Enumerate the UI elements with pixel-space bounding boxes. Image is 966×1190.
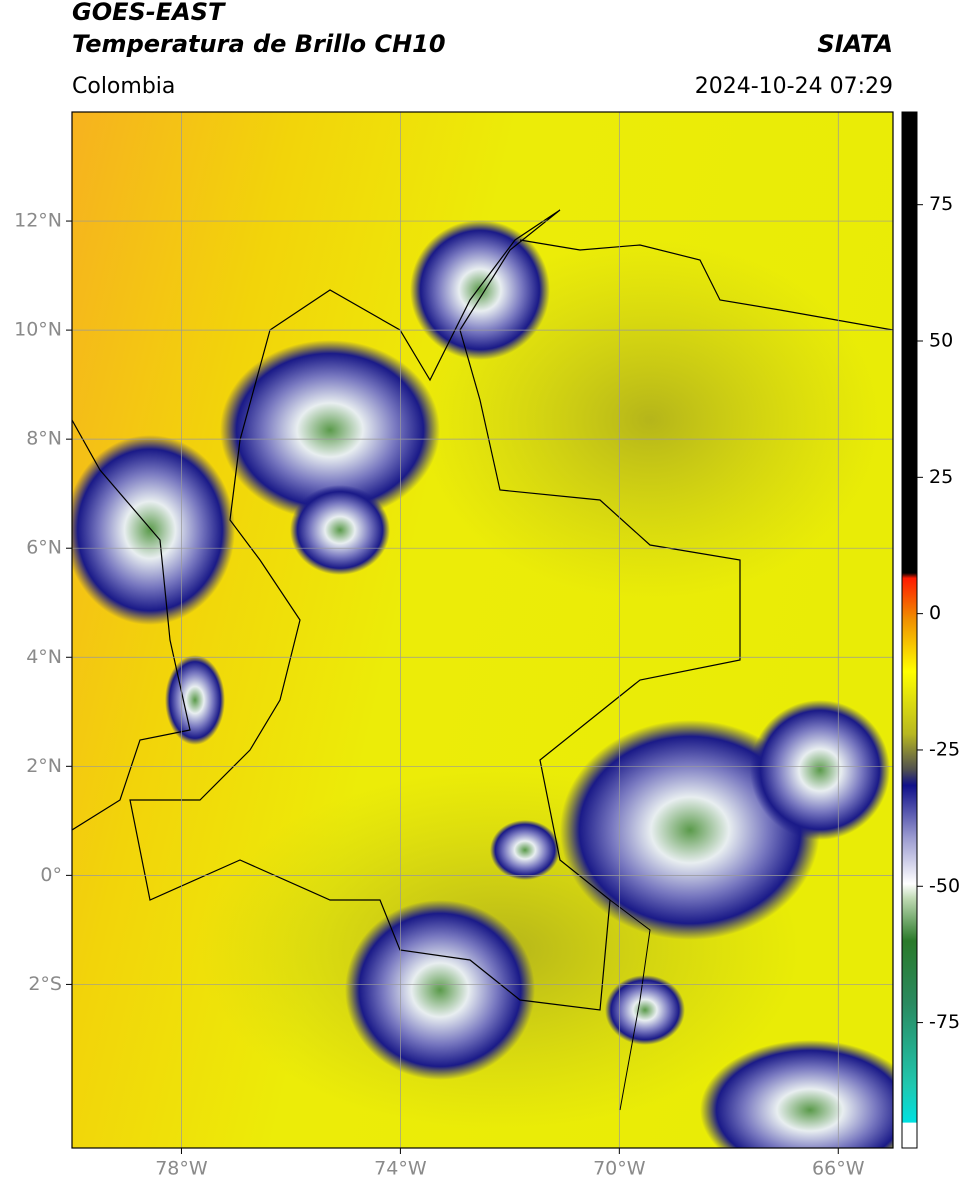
- subtitle: Temperatura de Brillo CH10: [72, 30, 446, 58]
- colorbar-label: 75: [929, 193, 953, 215]
- colorbar-label: -50: [929, 875, 960, 897]
- colorbar-label: 25: [929, 466, 953, 488]
- y-tick-label: 4°N: [26, 646, 62, 668]
- map-frame: [71, 111, 894, 1149]
- y-tick-label: 10°N: [14, 319, 62, 341]
- x-tick-label: 78°W: [155, 1158, 208, 1180]
- x-tick-label: 66°W: [812, 1158, 865, 1180]
- region: Colombia: [72, 74, 175, 99]
- y-tick-label: 12°N: [14, 210, 62, 232]
- y-tick-label: 2°N: [26, 755, 62, 777]
- colorbar-label: 0: [929, 602, 941, 624]
- colorbar: [901, 111, 918, 1149]
- y-tick-label: 0°: [40, 864, 62, 886]
- datetime: 2024-10-24 07:29: [695, 74, 893, 99]
- title: GOES-EAST: [72, 0, 226, 26]
- y-tick-label: 8°N: [26, 428, 62, 450]
- x-tick-label: 70°W: [593, 1158, 646, 1180]
- colorbar-label: -25: [929, 738, 960, 760]
- imagery: [72, 112, 893, 1148]
- source: SIATA: [817, 30, 893, 58]
- colorbar-label: -75: [929, 1011, 960, 1033]
- y-tick-label: 2°S: [28, 973, 62, 995]
- x-tick-label: 74°W: [374, 1158, 427, 1180]
- colorbar-label: 50: [929, 330, 953, 352]
- y-tick-label: 6°N: [26, 537, 62, 559]
